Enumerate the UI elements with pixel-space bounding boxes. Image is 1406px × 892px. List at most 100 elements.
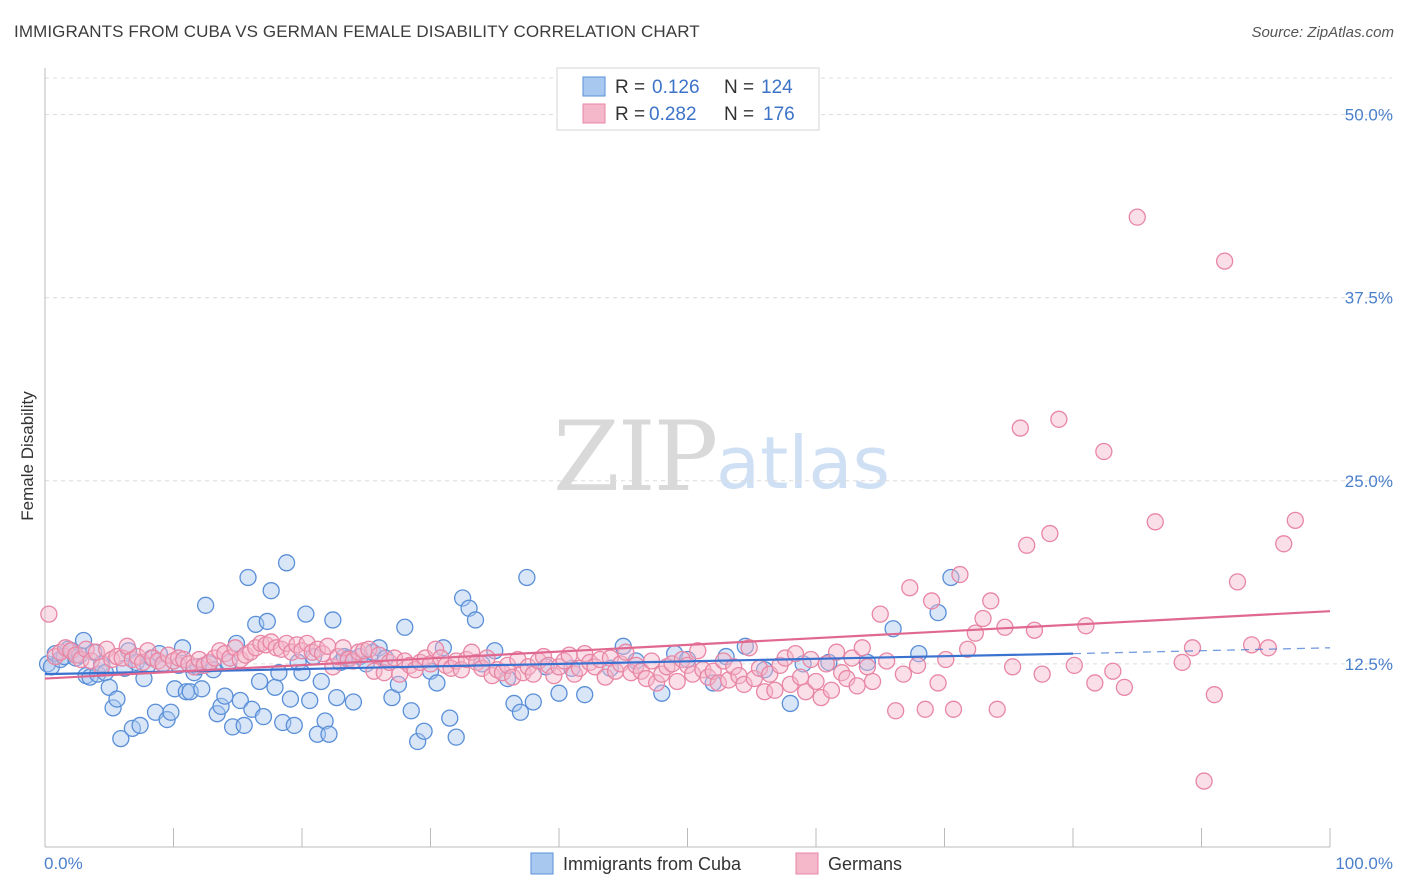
cuba-point-74	[324, 611, 342, 629]
germans-point-161	[871, 605, 889, 623]
cuba-trend-extension	[1072, 647, 1331, 655]
germans-point-179	[1003, 658, 1022, 676]
legend-n-label-pink: N =	[724, 104, 754, 125]
legend-n-value-blue: 124	[761, 77, 793, 98]
cuba-point-104	[518, 568, 536, 587]
germans-point-122	[668, 672, 686, 691]
germans-point-187	[1077, 617, 1095, 635]
germans-point-196	[1195, 772, 1213, 790]
germans-point-146	[791, 668, 810, 686]
germans-point-50	[298, 634, 316, 653]
x-tick-label-0: 0.0%	[44, 854, 83, 873]
y-axis-title: Female Disability	[18, 391, 37, 521]
germans-point-90	[504, 668, 522, 686]
germans-point-153	[827, 643, 846, 661]
germans-point-62	[360, 640, 378, 658]
germans-point-126	[689, 642, 707, 660]
cuba-point-120	[781, 694, 799, 713]
cuba-point-96	[453, 589, 472, 607]
legend-r-value-pink: 0.282	[649, 104, 697, 125]
germans-point-135	[735, 675, 753, 694]
germans-point-172	[951, 565, 969, 584]
germans-point-112	[617, 643, 635, 661]
germans-point-0	[40, 605, 58, 623]
germans-point-101	[560, 646, 578, 664]
cuba-point-40	[193, 680, 211, 698]
germans-point-169	[929, 674, 947, 692]
cuba-point-17	[104, 699, 122, 717]
cuba-point-58	[262, 582, 280, 600]
germans-point-136	[740, 639, 758, 657]
cuba-point-89	[408, 732, 427, 751]
cuba-point-50	[231, 691, 249, 710]
cuba-point-109	[576, 686, 594, 704]
germans-point-186	[1065, 656, 1083, 675]
cuba-point-75	[328, 688, 346, 707]
cuba-point-63	[281, 690, 300, 708]
cuba-point-56	[254, 707, 273, 726]
germans-point-149	[807, 672, 825, 691]
cuba-point-62	[277, 554, 296, 572]
germans-point-147	[797, 683, 815, 701]
germans-point-200	[1242, 636, 1261, 654]
trend-lines	[44, 610, 1331, 680]
germans-point-108	[596, 668, 614, 686]
legend-n-value-pink: 176	[763, 104, 795, 125]
cuba-point-124	[884, 620, 902, 638]
cuba-point-98	[466, 611, 485, 629]
germans-point-143	[776, 649, 794, 667]
cuba-point-113	[653, 684, 671, 702]
cuba-point-79	[344, 693, 363, 711]
y-tick-label-2: 37.5%	[1345, 289, 1393, 308]
germans-point-167	[916, 700, 934, 718]
cuba-point-24	[131, 716, 149, 735]
germans-point-152	[822, 681, 841, 699]
germans-point-185	[1050, 410, 1068, 428]
germans-point-174	[966, 624, 984, 642]
x-tick-label-1: 100.0%	[1335, 854, 1393, 873]
germans-point-175	[974, 609, 992, 628]
germans-point-197	[1205, 686, 1223, 704]
watermark: ZIP atlas	[553, 401, 890, 513]
germans-point-133	[725, 658, 743, 676]
cuba-point-51	[235, 716, 253, 735]
germans-point-168	[923, 592, 941, 610]
germans-point-193	[1146, 513, 1164, 531]
germans-point-201	[1259, 639, 1277, 657]
cuba-point-94	[441, 709, 459, 727]
cuba-point-32	[162, 703, 180, 721]
germans-point-180	[1011, 419, 1029, 437]
germans-point-192	[1128, 208, 1146, 226]
germans-point-16	[123, 650, 142, 669]
legend-r-value-blue: 0.126	[652, 77, 700, 98]
y-tick-label-1: 25.0%	[1345, 472, 1393, 491]
bottom-legend-swatch-pink	[795, 852, 819, 875]
source-label: Source: ZipAtlas.com	[1251, 24, 1394, 41]
bottom-legend-swatch-blue	[530, 852, 554, 875]
cuba-point-67	[297, 605, 315, 623]
germans-point-158	[853, 639, 871, 657]
germans-point-171	[944, 700, 963, 718]
y-tick-label-3: 50.0%	[1345, 106, 1393, 125]
legend-swatch-pink	[582, 103, 606, 124]
cuba-point-102	[505, 694, 523, 713]
watermark-zip: ZIP	[553, 401, 716, 513]
germans-point-165	[901, 579, 919, 597]
germans-point-183	[1033, 665, 1051, 683]
germans-point-151	[817, 655, 835, 673]
legend-n-label-blue: N =	[724, 77, 754, 98]
cuba-point-90	[415, 722, 433, 740]
germans-point-199	[1228, 573, 1247, 591]
germans-point-188	[1086, 674, 1104, 692]
germans-point-173	[958, 640, 977, 658]
germans-point-190	[1104, 662, 1122, 680]
cuba-point-103	[511, 703, 530, 721]
germans-point-141	[766, 681, 784, 699]
germans-point-182	[1025, 621, 1044, 639]
cuba-point-105	[524, 693, 542, 711]
cuba-point-88	[402, 702, 420, 720]
watermark-atlas: atlas	[716, 421, 890, 505]
cuba-trend-line	[44, 652, 1074, 676]
germans-trend-line	[44, 610, 1331, 680]
cuba-point-68	[301, 691, 319, 710]
